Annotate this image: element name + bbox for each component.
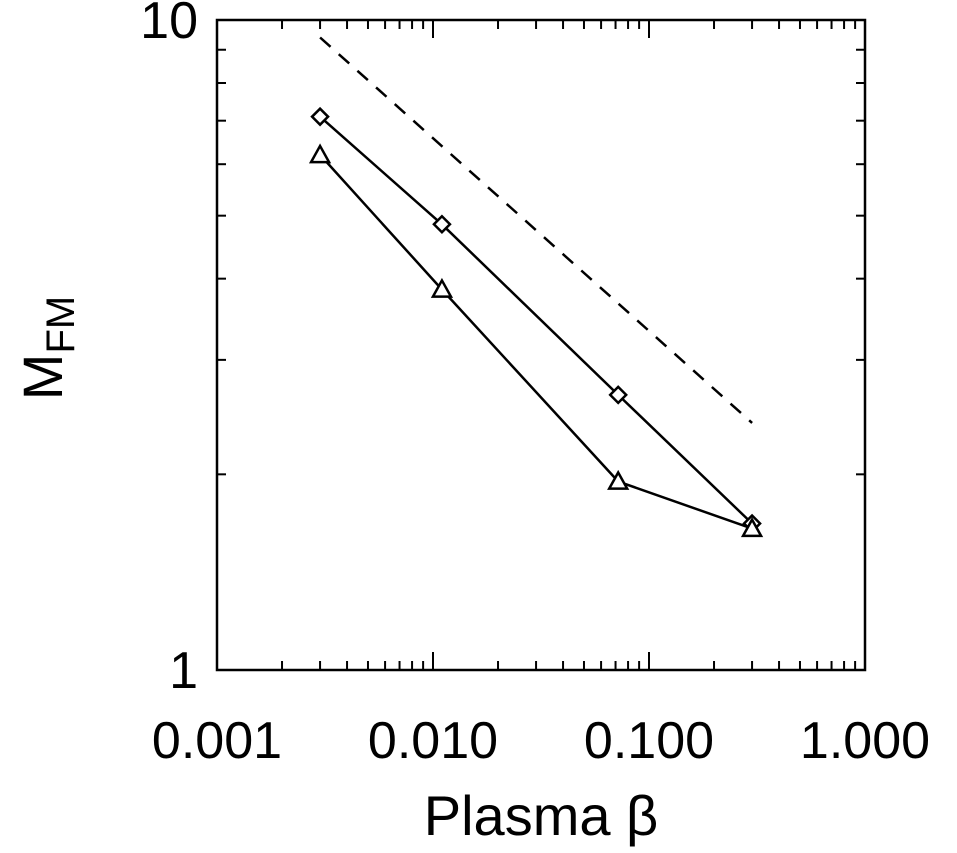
series-line	[319, 36, 753, 424]
data-point-triangle	[740, 517, 764, 538]
plot-area-border	[215, 18, 867, 672]
y-tick-labels: 1 10	[140, 0, 198, 700]
y-axis-title: MFM	[11, 296, 83, 400]
data-point-diamond	[432, 214, 452, 235]
series-3	[319, 36, 753, 424]
series-1	[310, 106, 762, 534]
data-point-triangle	[308, 143, 332, 164]
series-layer	[308, 36, 764, 538]
y-axis-title-main: M	[11, 354, 74, 401]
x-tick-label: 1.000	[800, 712, 930, 770]
x-tick-label: 0.100	[584, 712, 714, 770]
data-point-diamond	[608, 385, 628, 405]
x-axis-ticks	[216, 20, 866, 670]
series-line	[319, 115, 753, 525]
y-tick-label: 1	[169, 642, 198, 700]
series-2	[308, 143, 764, 538]
series-line	[319, 154, 753, 530]
x-tick-label: 0.001	[152, 712, 282, 770]
x-axis-title: Plasma β	[424, 784, 659, 847]
x-tick-labels: 0.001 0.010 0.100 1.000	[152, 712, 930, 770]
y-tick-label: 10	[140, 0, 198, 50]
data-point-diamond	[310, 106, 330, 127]
data-point-triangle	[607, 469, 630, 490]
svg-text:MFM: MFM	[11, 296, 83, 400]
y-axis-ticks	[217, 19, 865, 671]
plot-frame	[215, 18, 867, 672]
data-point-triangle	[430, 277, 454, 298]
y-axis-title-subscript: FM	[39, 296, 83, 354]
x-tick-label: 0.010	[368, 712, 498, 770]
